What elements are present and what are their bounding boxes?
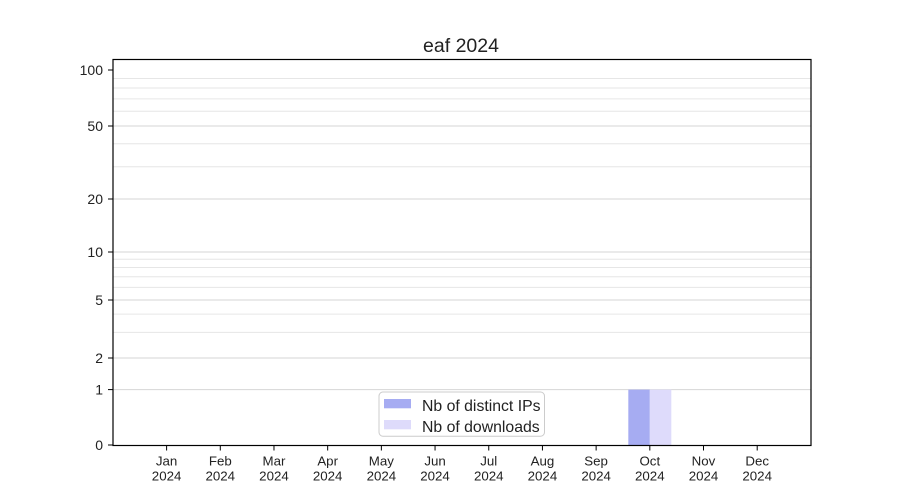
svg-text:2024: 2024 [635, 469, 665, 484]
svg-text:2024: 2024 [259, 469, 289, 484]
svg-text:0: 0 [95, 437, 103, 453]
svg-text:Mar: Mar [263, 454, 286, 469]
svg-text:100: 100 [80, 62, 104, 78]
svg-text:Aug: Aug [531, 454, 555, 469]
svg-text:Apr: Apr [317, 454, 338, 469]
svg-text:10: 10 [87, 244, 103, 260]
svg-text:Nov: Nov [692, 454, 716, 469]
svg-text:Sep: Sep [584, 454, 608, 469]
svg-text:2024: 2024 [528, 469, 558, 484]
svg-text:May: May [369, 454, 394, 469]
svg-text:2024: 2024 [313, 469, 343, 484]
svg-text:Jul: Jul [480, 454, 497, 469]
svg-text:2024: 2024 [152, 469, 182, 484]
svg-text:2024: 2024 [742, 469, 772, 484]
svg-text:Dec: Dec [745, 454, 769, 469]
svg-text:2024: 2024 [367, 469, 397, 484]
svg-text:Jun: Jun [424, 454, 445, 469]
svg-text:2: 2 [95, 350, 103, 366]
svg-text:2024: 2024 [689, 469, 719, 484]
svg-text:Nb of distinct IPs: Nb of distinct IPs [422, 398, 541, 415]
svg-text:5: 5 [95, 292, 103, 308]
svg-text:Jan: Jan [156, 454, 177, 469]
svg-text:Feb: Feb [209, 454, 232, 469]
svg-text:2024: 2024 [581, 469, 611, 484]
svg-text:Oct: Oct [639, 454, 660, 469]
svg-text:1: 1 [95, 382, 103, 398]
svg-text:2024: 2024 [474, 469, 504, 484]
svg-text:50: 50 [87, 118, 103, 134]
svg-text:Nb of downloads: Nb of downloads [422, 419, 540, 436]
svg-text:2024: 2024 [420, 469, 450, 484]
svg-text:20: 20 [87, 191, 103, 207]
svg-text:2024: 2024 [205, 469, 235, 484]
